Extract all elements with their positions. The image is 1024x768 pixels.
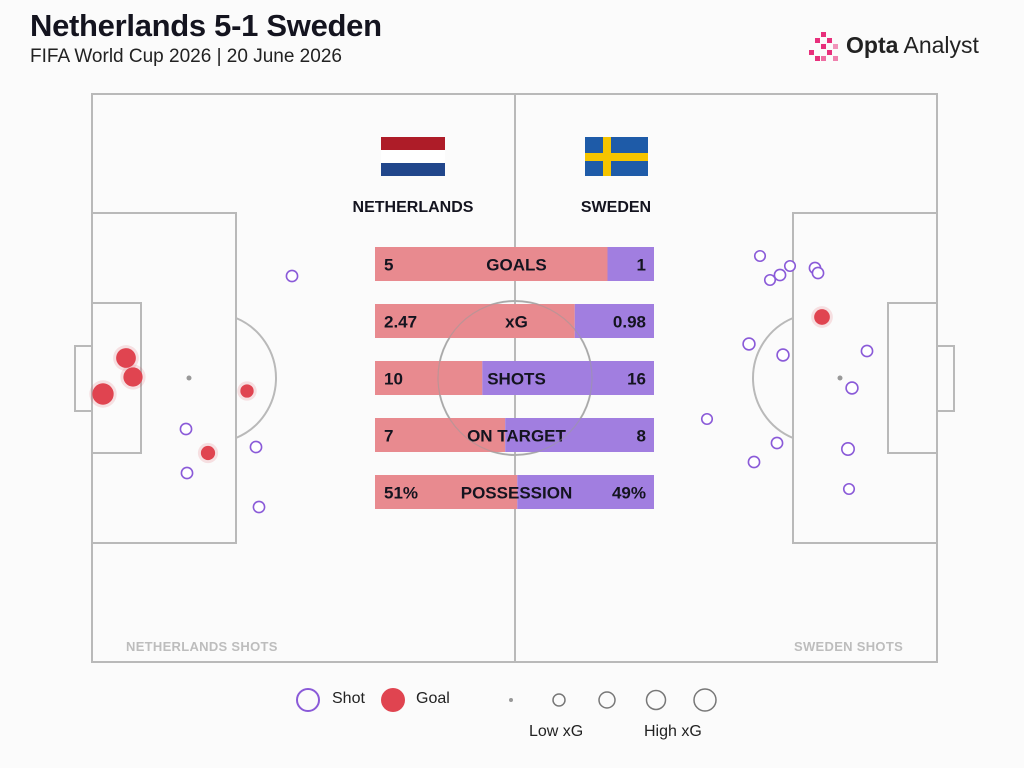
shot-marker [811,266,825,280]
shot-marker [860,344,874,358]
stat-row-shots: 10 SHOTS 16 [375,361,654,395]
away-stat-bar [505,418,654,452]
away-shots-label: SWEDEN SHOTS [794,639,904,654]
legend-low-xg-label: Low xG [529,723,584,740]
page-subtitle: FIFA World Cup 2026 | 20 June 2026 [30,46,342,67]
shot-marker [763,273,777,287]
left-penalty-area [91,212,237,544]
legend-goal-label: Goal [416,690,450,707]
netherlands-shot-map [89,269,299,514]
home-stat-value: 51% [384,484,418,503]
legend [296,688,717,712]
shot-marker [179,422,193,436]
shot-marker [252,500,266,514]
left-goal [74,345,93,412]
stat-label: SHOTS [487,370,546,389]
home-stat-bar [375,247,608,281]
goal-marker [814,309,830,325]
right-penalty-spot [837,375,843,381]
legend-size-l [645,689,667,711]
opta-analyst-logo: Opta Analyst [808,30,979,64]
shot-marker [249,440,263,454]
goal-marker [123,367,143,387]
away-stat-value: 0.98 [613,313,646,332]
shot-marker [842,482,856,496]
legend-shot-marker [296,688,320,712]
shot-marker [776,348,790,362]
stat-label: POSSESSION [461,484,572,503]
legend-size-xl [693,688,717,712]
shot-marker [285,269,299,283]
stat-bars: 5 GOALS 1 2.47 xG 0.98 10 SHOTS 16 7 ON TARGET 8 51%… [375,247,654,509]
netherlands-flag [381,137,445,176]
away-stat-bar [607,247,654,281]
home-stat-bar [375,361,483,395]
sweden-flag [585,137,648,176]
stat-row-goals: 5 GOALS 1 [375,247,654,281]
away-stat-value: 16 [627,370,646,389]
shot-marker [845,381,859,395]
away-stat-bar [517,475,654,509]
stat-row-xg: 2.47 xG 0.98 [375,304,654,338]
stat-row-possession: 51% POSSESSION 49% [375,475,654,509]
shot-marker [700,412,714,426]
goal-marker [240,384,254,398]
legend-shot-label: Shot [332,690,365,707]
right-penalty-arc [752,317,794,439]
away-stat-bar [574,304,654,338]
shot-marker [747,455,761,469]
shot-marker [770,436,784,450]
left-penalty-spot [186,375,192,381]
away-stat-value: 49% [612,484,646,503]
shot-marker [773,268,787,282]
shot-marker [742,337,756,351]
legend-goal-marker [381,688,405,712]
home-stat-bar [375,418,506,452]
home-stat-bar [375,304,575,338]
home-stat-bar [375,475,518,509]
opta-logo-text: Opta Analyst [846,32,979,58]
right-six-yard-box [887,302,938,454]
legend-size-xs [509,698,513,702]
stat-label: GOALS [486,256,546,275]
home-stat-value: 5 [384,256,393,275]
goal-marker [200,445,216,461]
shot-marker [753,249,767,263]
legend-high-xg-label: High xG [644,723,702,740]
home-team-name: NETHERLANDS [352,199,474,216]
sweden-shot-map [700,249,874,496]
away-stat-bar [482,361,654,395]
shot-marker [180,466,194,480]
shot-marker [783,259,797,273]
goal-marker [92,383,114,405]
away-stat-value: 1 [637,256,646,275]
stat-label: ON TARGET [467,427,566,446]
stat-row-on-target: 7 ON TARGET 8 [375,418,654,452]
page-title: Netherlands 5-1 Sweden [30,8,382,43]
right-goal [936,345,955,412]
home-stat-value: 10 [384,370,403,389]
left-penalty-arc [235,317,277,439]
legend-size-m [598,691,616,709]
home-stat-value: 2.47 [384,313,417,332]
opta-logo-icon [809,32,838,61]
centre-circle-overlay [437,300,593,456]
goal-marker [116,348,136,368]
home-shots-label: NETHERLANDS SHOTS [126,639,278,654]
home-stat-value: 7 [384,427,393,446]
away-stat-value: 8 [637,427,646,446]
stat-label: xG [505,313,528,332]
away-team-name: SWEDEN [580,199,652,216]
legend-size-s [552,693,566,707]
shot-marker [841,442,855,456]
